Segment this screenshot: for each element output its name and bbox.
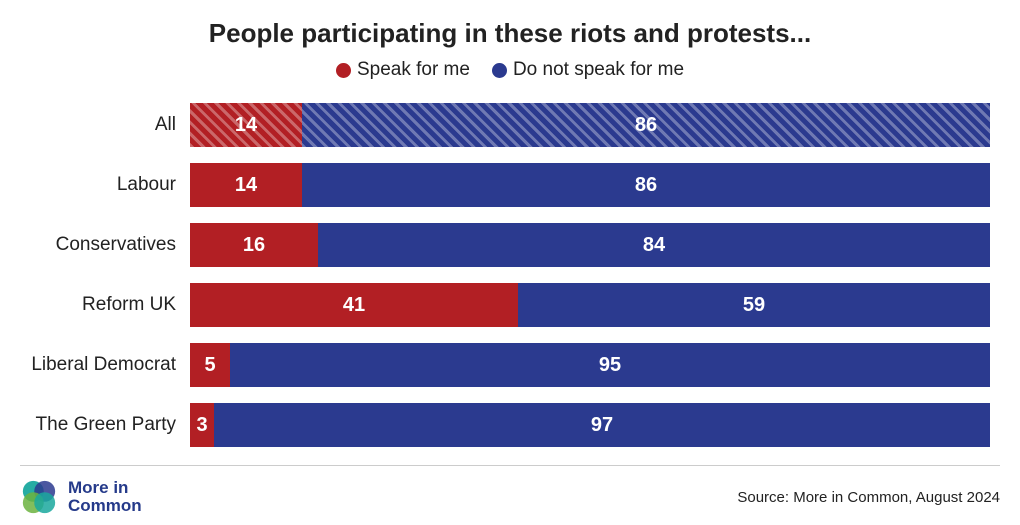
- row-label: The Green Party: [20, 414, 190, 436]
- row-label: All: [20, 114, 190, 136]
- footer: More in Common Source: More in Common, A…: [20, 465, 1000, 516]
- bar-row: Conservatives1684: [20, 223, 990, 267]
- legend-label-speak: Speak for me: [357, 59, 470, 81]
- brand-line1: More in: [68, 479, 142, 497]
- row-label: Conservatives: [20, 234, 190, 256]
- legend-label-notspeak: Do not speak for me: [513, 59, 684, 81]
- bar: 1486: [190, 163, 990, 207]
- source-text: Source: More in Common, August 2024: [737, 489, 1000, 506]
- seg-notspeak: 86: [302, 163, 990, 207]
- bar: 1684: [190, 223, 990, 267]
- seg-notspeak: 95: [230, 343, 990, 387]
- bar: 397: [190, 403, 990, 447]
- bar-row: Reform UK4159: [20, 283, 990, 327]
- seg-speak: 3: [190, 403, 214, 447]
- chart-title: People participating in these riots and …: [20, 18, 1000, 49]
- seg-speak: 14: [190, 163, 302, 207]
- bar-row: All1486: [20, 103, 990, 147]
- brand: More in Common: [20, 478, 142, 516]
- legend-item-speak: Speak for me: [336, 59, 470, 81]
- legend-item-notspeak: Do not speak for me: [492, 59, 684, 81]
- seg-speak: 5: [190, 343, 230, 387]
- brand-line2: Common: [68, 497, 142, 515]
- row-label: Liberal Democrat: [20, 354, 190, 376]
- bar-row: Liberal Democrat595: [20, 343, 990, 387]
- bar: 4159: [190, 283, 990, 327]
- brand-logo-icon: [20, 478, 58, 516]
- seg-speak: 16: [190, 223, 318, 267]
- brand-text: More in Common: [68, 479, 142, 515]
- seg-notspeak: 97: [214, 403, 990, 447]
- bar-row: Labour1486: [20, 163, 990, 207]
- seg-speak: 41: [190, 283, 518, 327]
- row-label: Reform UK: [20, 294, 190, 316]
- row-label: Labour: [20, 174, 190, 196]
- legend-dot-speak: [336, 63, 351, 78]
- seg-notspeak: 86: [302, 103, 990, 147]
- bar-row: The Green Party397: [20, 403, 990, 447]
- chart-container: People participating in these riots and …: [0, 0, 1020, 525]
- legend-dot-notspeak: [492, 63, 507, 78]
- chart-area: All1486Labour1486Conservatives1684Reform…: [20, 103, 1000, 447]
- seg-notspeak: 59: [518, 283, 990, 327]
- seg-notspeak: 84: [318, 223, 990, 267]
- seg-speak: 14: [190, 103, 302, 147]
- legend: Speak for me Do not speak for me: [20, 59, 1000, 81]
- bar: 1486: [190, 103, 990, 147]
- bar: 595: [190, 343, 990, 387]
